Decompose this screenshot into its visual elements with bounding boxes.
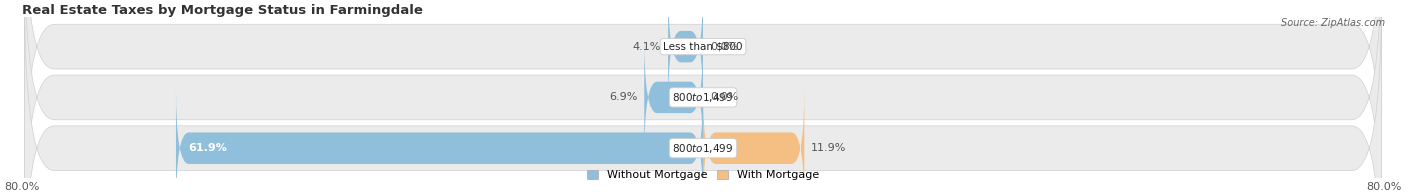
Text: 4.1%: 4.1% [633, 42, 661, 52]
FancyBboxPatch shape [176, 88, 703, 196]
FancyBboxPatch shape [703, 88, 804, 196]
FancyBboxPatch shape [24, 0, 1382, 196]
Text: Less than $800: Less than $800 [664, 42, 742, 52]
Text: Source: ZipAtlas.com: Source: ZipAtlas.com [1281, 18, 1385, 28]
Text: 0.0%: 0.0% [710, 42, 738, 52]
FancyBboxPatch shape [24, 0, 1382, 196]
FancyBboxPatch shape [24, 0, 1382, 196]
Text: 6.9%: 6.9% [609, 93, 637, 103]
Text: 11.9%: 11.9% [811, 143, 846, 153]
Text: Real Estate Taxes by Mortgage Status in Farmingdale: Real Estate Taxes by Mortgage Status in … [22, 4, 423, 17]
Text: 61.9%: 61.9% [188, 143, 228, 153]
Text: 0.0%: 0.0% [710, 93, 738, 103]
FancyBboxPatch shape [668, 0, 703, 107]
Text: $800 to $1,499: $800 to $1,499 [672, 142, 734, 155]
FancyBboxPatch shape [644, 37, 703, 158]
Legend: Without Mortgage, With Mortgage: Without Mortgage, With Mortgage [588, 170, 818, 180]
Text: $800 to $1,499: $800 to $1,499 [672, 91, 734, 104]
